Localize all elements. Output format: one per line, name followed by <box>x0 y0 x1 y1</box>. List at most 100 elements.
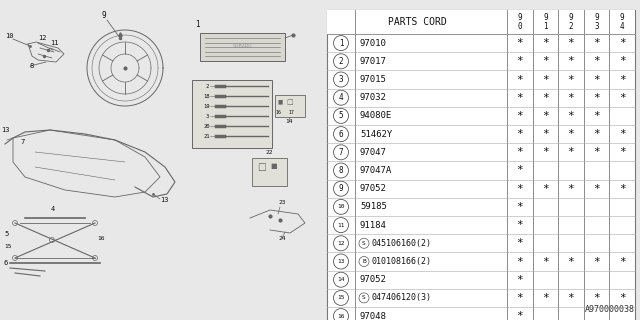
Text: *: * <box>619 129 625 139</box>
Text: *: * <box>593 184 600 194</box>
Text: *: * <box>593 129 600 139</box>
Bar <box>327 10 635 34</box>
Text: *: * <box>619 75 625 84</box>
Text: 9: 9 <box>339 184 343 193</box>
Text: B: B <box>362 259 366 264</box>
Text: *: * <box>619 93 625 103</box>
Text: *: * <box>516 293 523 303</box>
Text: *: * <box>593 93 600 103</box>
Text: 97015: 97015 <box>360 75 387 84</box>
Text: 12: 12 <box>337 241 345 246</box>
Text: S: S <box>362 295 366 300</box>
Text: *: * <box>568 293 574 303</box>
Bar <box>327 10 635 320</box>
Text: 97052: 97052 <box>360 184 387 193</box>
Text: *: * <box>542 93 548 103</box>
Text: *: * <box>542 38 548 48</box>
Text: 9
3: 9 3 <box>595 13 599 31</box>
Text: *: * <box>542 75 548 84</box>
Text: 97047: 97047 <box>360 148 387 157</box>
Text: 10: 10 <box>5 33 13 39</box>
Text: 2: 2 <box>205 84 209 90</box>
Text: 9
1: 9 1 <box>543 13 548 31</box>
Text: *: * <box>516 165 523 175</box>
Text: 15: 15 <box>4 244 12 250</box>
Text: 94080E: 94080E <box>360 111 392 120</box>
Text: *: * <box>516 56 523 66</box>
Text: 51462Y: 51462Y <box>360 130 392 139</box>
Bar <box>327 10 635 320</box>
Text: 14: 14 <box>337 277 345 282</box>
Text: *: * <box>568 38 574 48</box>
Text: *: * <box>593 257 600 267</box>
Text: *: * <box>516 147 523 157</box>
Text: 91184: 91184 <box>360 220 387 230</box>
Text: *: * <box>542 293 548 303</box>
Text: *: * <box>568 93 574 103</box>
Text: 15: 15 <box>337 295 345 300</box>
Text: 5: 5 <box>339 111 343 120</box>
Text: 8: 8 <box>30 63 35 69</box>
Text: *: * <box>593 293 600 303</box>
Text: *: * <box>619 293 625 303</box>
Text: 97032: 97032 <box>360 93 387 102</box>
Text: *: * <box>516 93 523 103</box>
Text: *: * <box>516 202 523 212</box>
Text: *: * <box>619 257 625 267</box>
Text: 3: 3 <box>205 115 209 119</box>
Text: 23: 23 <box>278 200 285 205</box>
Text: 19: 19 <box>204 105 211 109</box>
Text: *: * <box>542 111 548 121</box>
Text: *: * <box>568 147 574 157</box>
Text: *: * <box>542 129 548 139</box>
Text: 2: 2 <box>339 57 343 66</box>
Text: 17: 17 <box>288 109 294 115</box>
Text: 97010: 97010 <box>360 39 387 48</box>
Text: 97048: 97048 <box>360 312 387 320</box>
Text: *: * <box>516 38 523 48</box>
Text: *: * <box>568 75 574 84</box>
Text: 18: 18 <box>204 94 211 100</box>
Text: 11: 11 <box>337 223 345 228</box>
Bar <box>252 158 287 186</box>
Text: *: * <box>516 111 523 121</box>
Text: *: * <box>593 56 600 66</box>
Text: 11: 11 <box>50 40 58 46</box>
Text: 9
4: 9 4 <box>620 13 625 31</box>
Text: 010108166(2): 010108166(2) <box>372 257 432 266</box>
Text: *: * <box>516 275 523 285</box>
Text: 047406120(3): 047406120(3) <box>372 293 432 302</box>
Text: 16: 16 <box>275 109 281 115</box>
Text: *: * <box>516 257 523 267</box>
Text: *: * <box>542 184 548 194</box>
Text: 10: 10 <box>337 204 345 209</box>
Text: 97052: 97052 <box>360 275 387 284</box>
Text: *: * <box>542 257 548 267</box>
Text: 16: 16 <box>97 236 104 242</box>
Text: 21: 21 <box>204 134 211 140</box>
Text: *: * <box>542 147 548 157</box>
Text: *: * <box>619 147 625 157</box>
Text: *: * <box>619 38 625 48</box>
Text: 1: 1 <box>339 39 343 48</box>
Bar <box>200 33 285 61</box>
Text: □: □ <box>287 99 293 105</box>
Text: 59185: 59185 <box>360 202 387 212</box>
Text: *: * <box>516 129 523 139</box>
Text: 24: 24 <box>278 236 285 241</box>
Text: 97047A: 97047A <box>360 166 392 175</box>
Text: 3: 3 <box>339 75 343 84</box>
Text: 045106160(2): 045106160(2) <box>372 239 432 248</box>
Text: 13: 13 <box>1 127 10 133</box>
Text: *: * <box>593 38 600 48</box>
Text: 12: 12 <box>38 35 47 41</box>
Text: 13: 13 <box>160 197 168 203</box>
Text: *: * <box>619 56 625 66</box>
Text: 22: 22 <box>266 150 273 155</box>
Text: *: * <box>568 184 574 194</box>
Text: 6: 6 <box>4 260 8 266</box>
Text: 97017: 97017 <box>360 57 387 66</box>
Text: *: * <box>516 75 523 84</box>
Text: 20: 20 <box>204 124 211 130</box>
Text: *: * <box>568 257 574 267</box>
